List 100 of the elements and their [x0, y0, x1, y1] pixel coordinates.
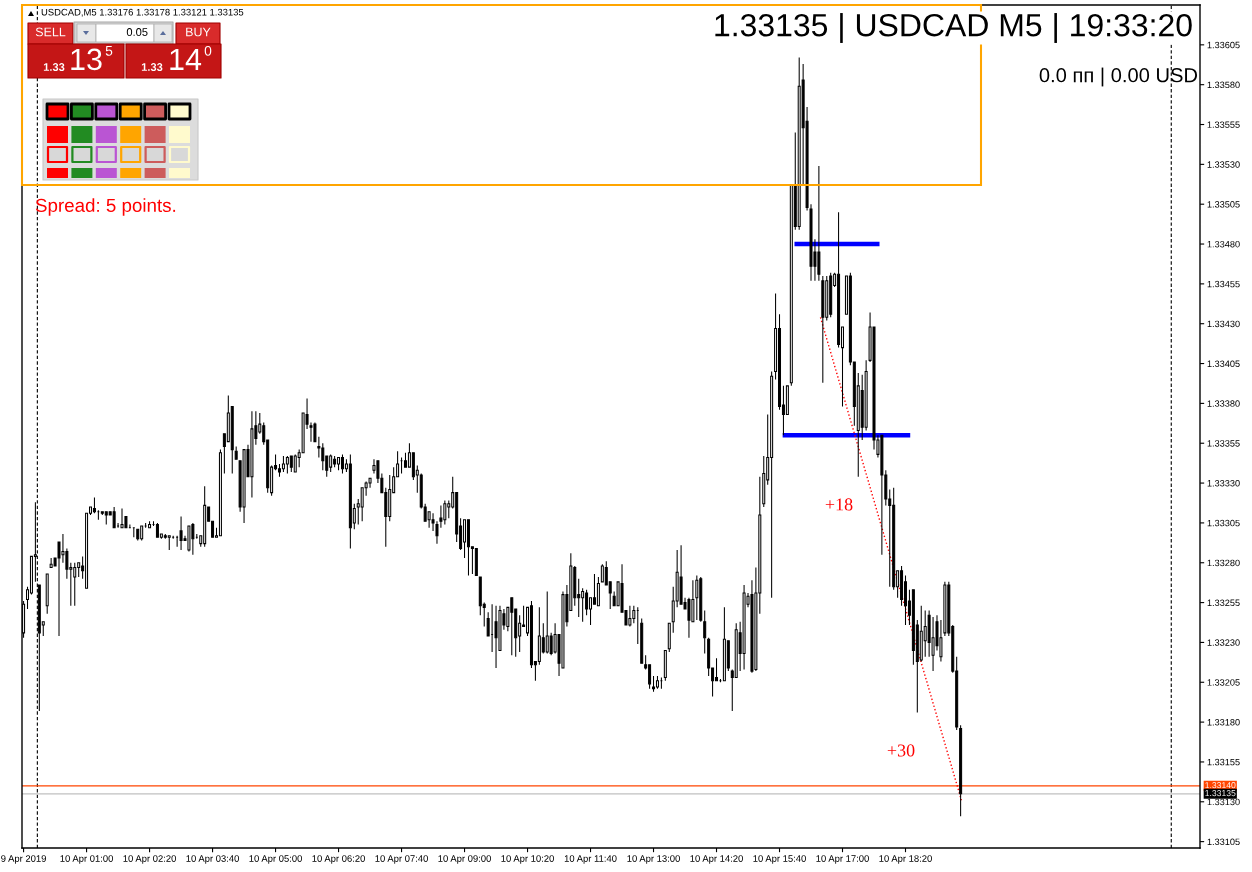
candlestick [340, 453, 344, 475]
candlestick [770, 371, 774, 599]
y-tick-label: 1.33205 [1207, 679, 1240, 686]
y-tick-label: 1.33230 [1207, 639, 1240, 646]
y-tick-label: 1.33555 [1207, 121, 1240, 128]
candlestick [203, 485, 207, 548]
x-tick-label: 10 Apr 17:00 [816, 855, 869, 864]
candlestick [628, 605, 632, 628]
candlestick [640, 618, 644, 664]
candlestick [652, 675, 656, 693]
x-tick-label: 10 Apr 06:20 [312, 855, 365, 864]
y-tick-label: 1.33505 [1207, 201, 1240, 208]
candlestick [742, 584, 746, 671]
annotation: +30 [887, 744, 915, 757]
candlestick [187, 525, 191, 553]
candlestick [636, 606, 640, 645]
annotation: BUY [186, 27, 211, 37]
annotation: 0.05 [126, 28, 148, 36]
candlestick [104, 511, 108, 526]
annotation: +18 [825, 498, 853, 511]
candlestick [494, 605, 498, 669]
candlestick [289, 455, 293, 473]
x-tick-label: 10 Apr 18:20 [879, 855, 932, 864]
candlestick [699, 576, 703, 623]
annotation: 0.0 пп | 0.00 USD [1039, 67, 1198, 87]
candlestick [695, 574, 699, 621]
annotation: 5 [105, 46, 113, 56]
y-tick-label: 1.33105 [1207, 838, 1240, 846]
candlestick [234, 445, 238, 460]
candlestick [663, 649, 667, 682]
annotation: 1.33 [43, 63, 65, 71]
candlestick [140, 525, 144, 541]
candlestick [285, 455, 289, 475]
annotation: 0 [204, 45, 212, 56]
candlestick [167, 535, 171, 551]
candlestick [722, 606, 726, 682]
candlestick [179, 516, 183, 551]
candlestick [655, 675, 659, 690]
y-tick-label: 1.33380 [1207, 400, 1240, 407]
y-tick-label: 1.33430 [1207, 320, 1240, 328]
candlestick [191, 522, 195, 556]
candlestick [443, 500, 447, 526]
y-tick-label: 1.33130 [1207, 798, 1240, 806]
candlestick [148, 520, 152, 529]
candlestick [596, 576, 600, 607]
annotation: USDCAD,M5 1.33176 1.33178 1.33121 1.33135 [41, 8, 244, 17]
candlestick [73, 562, 77, 607]
y-tick-label: 1.33155 [1207, 758, 1240, 766]
y-tick-label: 1.33530 [1207, 161, 1240, 168]
candlestick [281, 455, 285, 473]
x-tick-label: 10 Apr 15:40 [753, 855, 806, 864]
candlestick [400, 457, 404, 475]
x-tick-label: 10 Apr 02:20 [123, 855, 176, 864]
candlestick [348, 453, 352, 549]
x-tick-label: 10 Apr 10:20 [501, 855, 554, 864]
ref-line-label: 1.33135 [1205, 790, 1236, 797]
y-tick-label: 1.33330 [1207, 479, 1240, 487]
x-tick-label: 10 Apr 05:00 [249, 855, 302, 864]
candlestick [337, 457, 341, 471]
candlestick [218, 449, 222, 537]
candlestick [155, 522, 159, 538]
y-tick-label: 1.33280 [1207, 559, 1240, 567]
annotation: 13 [71, 48, 102, 71]
candlestick [797, 57, 801, 231]
candlestick [120, 508, 124, 529]
annotation: SELL [35, 27, 66, 37]
candlestick [703, 610, 707, 655]
candlestick [293, 453, 297, 473]
candlestick [545, 590, 549, 655]
y-tick-label: 1.33580 [1207, 81, 1240, 89]
annotation: Spread: 5 points. [35, 198, 176, 216]
candlestick [510, 597, 514, 656]
candlestick [466, 519, 470, 577]
candlestick [600, 563, 604, 583]
x-tick-label: 10 Apr 09:00 [438, 855, 491, 864]
candlestick [329, 453, 333, 473]
candlestick [829, 272, 833, 318]
candlestick [667, 622, 671, 653]
x-tick-label: 9 Apr 2019 [1, 855, 46, 864]
annotation: 1.33 [141, 63, 163, 71]
y-tick-label: 1.33405 [1207, 360, 1240, 367]
candlestick [242, 449, 246, 524]
x-tick-label: 10 Apr 11:40 [564, 855, 617, 864]
y-tick-label: 1.33455 [1207, 280, 1240, 288]
candlestick [112, 506, 116, 529]
y-tick-label: 1.33180 [1207, 719, 1240, 726]
x-tick-label: 10 Apr 01:00 [60, 855, 113, 864]
candlestick [49, 557, 53, 569]
candlestick [136, 528, 140, 541]
ref-line-label: 1.33140 [1205, 782, 1236, 789]
x-tick-label: 10 Apr 07:40 [375, 855, 428, 864]
candlestick [959, 724, 963, 817]
candlestick [632, 605, 636, 624]
x-tick-label: 10 Apr 03:40 [186, 855, 239, 864]
chart-title: 1.33135 | USDCAD M5 | 19:33:20 [715, 13, 1192, 43]
y-tick-label: 1.33480 [1207, 240, 1240, 248]
y-tick-label: 1.33305 [1207, 519, 1240, 527]
candlestick [45, 573, 49, 615]
y-tick-label: 1.33355 [1207, 440, 1240, 447]
candlestick [333, 455, 337, 468]
